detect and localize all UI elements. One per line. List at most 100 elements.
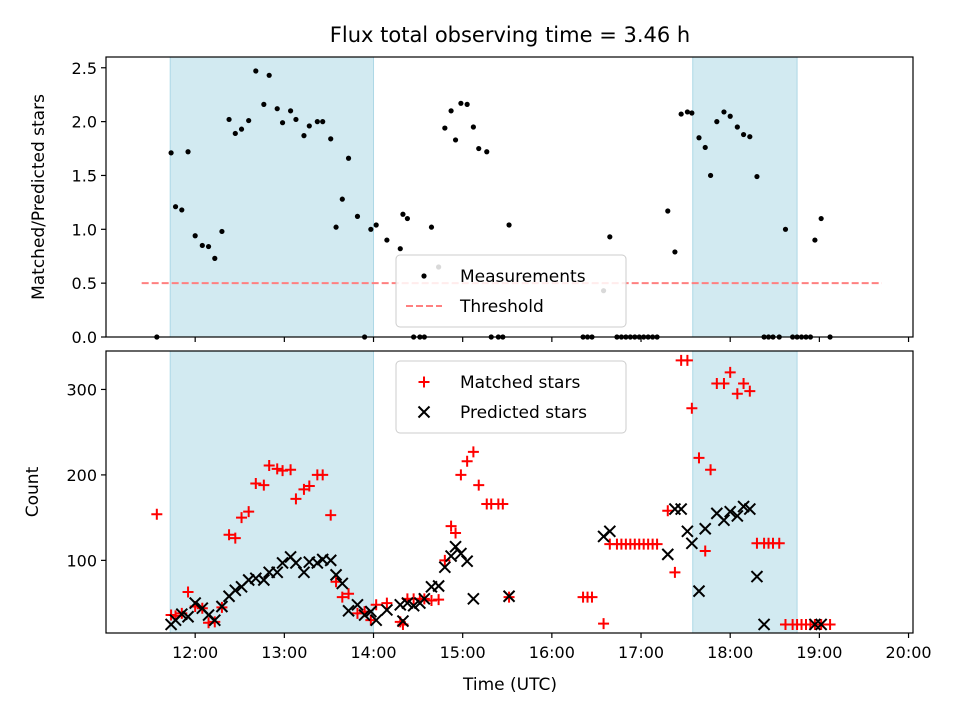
measurements-point-70 (665, 208, 671, 214)
matched-stars-point-23 (303, 480, 315, 492)
x-tick-label: 17:00 (618, 643, 664, 662)
measurements-point-50 (484, 149, 490, 155)
measurements-point-72 (678, 111, 684, 117)
predicted-stars-point-5 (188, 596, 202, 610)
measurements-point-34 (384, 237, 390, 243)
measurements-point-21 (293, 116, 299, 123)
predicted-stars-point-37 (407, 599, 420, 612)
measurements-point-32 (368, 226, 374, 232)
measurements-point-46 (458, 100, 464, 106)
matched-stars-point-14 (243, 506, 255, 518)
measurements-point-12 (232, 130, 238, 137)
measurements-point-14 (246, 117, 252, 124)
y-tick-label: 200 (66, 466, 97, 485)
measurements-point-71 (672, 249, 678, 255)
predicted-stars-point-11 (229, 584, 242, 597)
measurements-point-11 (226, 116, 232, 123)
measurements-point-77 (707, 172, 714, 179)
matched-stars-point-73 (681, 354, 693, 366)
measurements-point-43 (442, 125, 448, 131)
matched-stars-point-88 (773, 537, 785, 549)
predicted-stars-point-51 (661, 548, 674, 561)
predicted-stars-point-44 (449, 540, 462, 553)
matched-stars-point-34 (381, 597, 393, 609)
matched-stars-point-25 (317, 469, 329, 481)
matched-stars-point-57 (586, 591, 598, 603)
y-tick-label: 100 (66, 551, 97, 570)
predicted-stars-point-34 (394, 598, 407, 612)
predicted-stars-point-67 (814, 618, 828, 631)
x-tick-label: 20:00 (885, 643, 931, 662)
matched-stars-point-13 (236, 512, 248, 524)
predicted-stars-point-46 (460, 555, 474, 568)
measurements-point-29 (345, 155, 352, 161)
measurements-point-73 (684, 109, 690, 115)
measurements-point-3 (172, 204, 179, 210)
predicted-stars-point-35 (396, 614, 410, 628)
predicted-stars-point-8 (208, 613, 221, 627)
matched-stars-point-47 (461, 455, 473, 467)
predicted-stars-point-33 (380, 603, 394, 617)
predicted-stars-point-17 (271, 566, 284, 579)
matched-stars-point-26 (325, 509, 337, 521)
measurements-point-8 (205, 243, 212, 250)
legend-marker-measurements (421, 273, 427, 279)
predicted-stars-point-41 (432, 579, 445, 593)
observing-interval-1 (169, 56, 375, 338)
chart-title: Flux total observing time = 3.46 h (330, 23, 690, 47)
predicted-stars-point-56 (692, 584, 706, 598)
axes-frame (105, 350, 914, 634)
y-tick-label: 1.5 (72, 166, 97, 185)
predicted-stars-point-9 (215, 600, 229, 613)
matched-stars-point-97 (824, 618, 836, 630)
predicted-stars-point-57 (699, 522, 712, 535)
measurements-point-96 (818, 215, 824, 222)
measurements-point-23 (306, 123, 312, 129)
measurements-point-6 (192, 233, 198, 239)
measurements-point-76 (702, 144, 708, 151)
matched-stars-point-17 (263, 460, 275, 472)
predicted-stars-point-36 (401, 596, 414, 610)
predicted-stars-point-64 (750, 570, 764, 583)
y-axis-label: Count (23, 466, 43, 517)
measurements-point-4 (179, 207, 185, 213)
measurements-point-35 (397, 246, 403, 252)
legend-label-predicted-stars: Predicted stars (460, 403, 587, 423)
predicted-stars-point-4 (181, 610, 195, 623)
matched-stars-point-70 (662, 505, 674, 517)
predicted-stars-point-21 (297, 566, 311, 579)
matched-stars-point-46 (455, 469, 467, 481)
legend: Measurements Threshold (395, 254, 627, 328)
measurements-point-24 (314, 119, 320, 125)
matched-stars-point-58 (598, 618, 610, 630)
predicted-stars-point-59 (717, 513, 731, 527)
matched-stars-point-5 (182, 586, 194, 598)
matched-stars-point-74 (686, 402, 698, 414)
predicted-stars-point-63 (743, 502, 757, 516)
x-tick-label: 12:00 (172, 643, 218, 662)
matched-stars-point-18 (271, 463, 283, 475)
measurements-point-78 (714, 119, 720, 125)
predicted-stars-point-18 (276, 556, 289, 570)
measurements-point-84 (754, 173, 760, 180)
matched-stars-point-29 (343, 588, 355, 600)
predicted-stars-point-26 (329, 568, 343, 582)
measurements-point-83 (747, 134, 753, 140)
matched-stars-point-81 (731, 388, 743, 400)
matched-stars-point-48 (467, 446, 479, 458)
measurements-point-82 (740, 131, 747, 138)
matched-stars-point-1 (151, 508, 163, 520)
legend: Matched stars Predicted stars (395, 360, 627, 434)
legend-marker-matched-stars (418, 376, 430, 388)
y-axis-label: Matched/Predicted stars (29, 94, 49, 300)
measurements-point-10 (219, 228, 225, 235)
matched-stars-point-80 (724, 366, 736, 378)
predicted-stars-point-32 (369, 613, 383, 627)
predicted-stars-point-45 (454, 547, 468, 560)
matched-stars-point-49 (473, 479, 485, 491)
legend-label-measurements: Measurements (460, 267, 586, 287)
measurements-point-16 (261, 101, 267, 107)
predicted-stars-point-65 (757, 618, 771, 631)
matched-stars-point-12 (229, 532, 241, 544)
